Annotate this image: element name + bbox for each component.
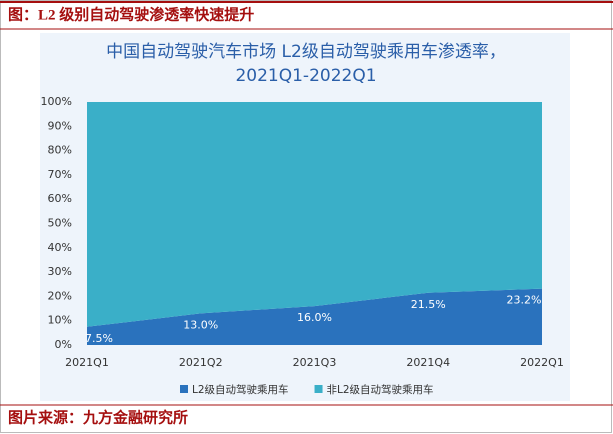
x-tick-label: 2021Q4 <box>406 356 450 369</box>
legend-label: 非L2级自动驾驶乘用车 <box>327 383 434 396</box>
value-label: 21.5% <box>411 298 446 311</box>
y-tick-label: 40% <box>48 241 72 254</box>
area <box>87 102 542 327</box>
legend-swatch <box>314 385 323 393</box>
x-tick-label: 2021Q3 <box>293 356 337 369</box>
y-tick-label: 70% <box>48 168 72 181</box>
y-tick-label: 20% <box>48 289 72 302</box>
area <box>87 288 542 345</box>
y-tick-label: 100% <box>41 95 72 108</box>
header-title: 图：L2 级别自动驾驶渗透率快速提升 <box>8 5 254 23</box>
chart-title: 中国自动驾驶汽车市场 L2级自动驾驶乘用车渗透率， <box>106 42 506 62</box>
value-label: 13.0% <box>183 318 218 331</box>
y-tick-label: 50% <box>48 217 72 230</box>
x-tick-label: 2021Q1 <box>65 356 109 369</box>
chart-subtitle: 2021Q1-2022Q1 <box>235 66 376 86</box>
y-tick-label: 0% <box>55 338 72 351</box>
y-tick-label: 10% <box>48 314 72 327</box>
value-label: 16.0% <box>297 311 332 324</box>
value-label: 7.5% <box>85 332 113 345</box>
y-tick-label: 80% <box>48 144 72 157</box>
x-tick-label: 2021Q2 <box>179 356 223 369</box>
legend-label: L2级自动驾驶乘用车 <box>192 383 289 396</box>
y-tick-label: 90% <box>48 119 72 132</box>
y-tick-label: 30% <box>48 265 72 278</box>
x-tick-label: 2022Q1 <box>520 356 564 369</box>
value-label: 23.2% <box>507 294 542 307</box>
y-tick-label: 60% <box>48 192 72 205</box>
legend-swatch <box>180 385 188 393</box>
source: 图片来源：九方金融研究所 <box>8 408 188 426</box>
